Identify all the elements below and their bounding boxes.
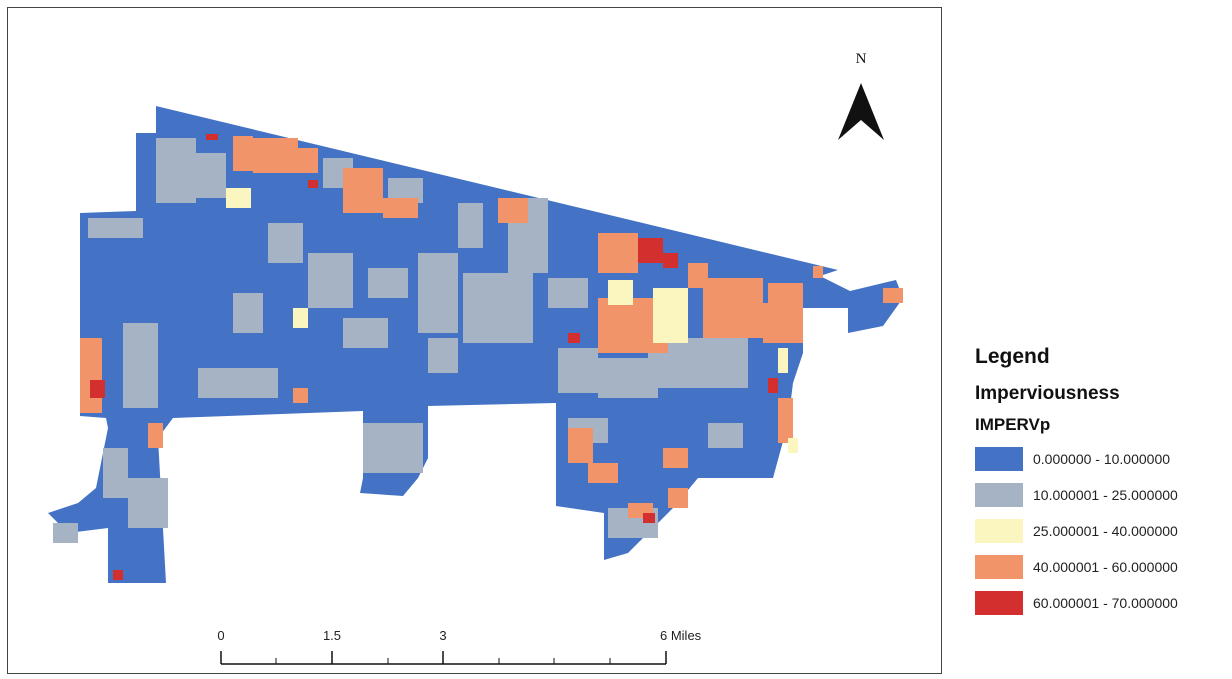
north-arrow: N [838,51,884,140]
region-main [48,106,903,583]
legend-item-label: 60.000001 - 70.000000 [1033,595,1178,611]
legend-title: Legend [975,345,1050,368]
legend-item-label: 10.000001 - 25.000000 [1033,487,1178,503]
legend-item: 0.000000 - 10.000000 [975,445,1230,473]
map-frame: N 0 1.5 3 6 Miles [7,7,942,674]
legend-classes: 0.000000 - 10.000000 10.000001 - 25.00000… [975,445,1230,617]
legend-item: 25.000001 - 40.000000 [975,517,1230,545]
legend-field-name: IMPERVp [975,415,1051,434]
legend: Legend Imperviousness IMPERVp 0.000000 -… [975,345,1230,625]
legend-swatch [975,483,1023,507]
scale-bar: 0 1.5 3 6 Miles [217,628,702,665]
legend-item-label: 0.000000 - 10.000000 [1033,451,1171,467]
scale-tick-1: 1.5 [323,628,341,643]
legend-layer-name: Imperviousness [975,383,1120,404]
map-canvas[interactable]: N 0 1.5 3 6 Miles [8,8,943,675]
legend-swatch [975,591,1023,615]
legend-item-label: 25.000001 - 40.000000 [1033,523,1178,539]
north-arrow-label: N [856,51,867,67]
legend-swatch [975,447,1023,471]
class-60-70-blocks [90,134,778,580]
scale-tick-0: 0 [217,628,224,643]
scale-tick-2: 3 [439,628,446,643]
impervious-map [48,106,903,583]
legend-item: 60.000001 - 70.000000 [975,589,1230,617]
scale-tick-3: 6 Miles [660,628,702,643]
legend-swatch [975,519,1023,543]
legend-item: 10.000001 - 25.000000 [975,481,1230,509]
legend-swatch [975,555,1023,579]
class-25-40-blocks [226,188,798,453]
legend-item: 40.000001 - 60.000000 [975,553,1230,581]
north-arrow-icon [838,83,884,140]
legend-item-label: 40.000001 - 60.000000 [1033,559,1178,575]
